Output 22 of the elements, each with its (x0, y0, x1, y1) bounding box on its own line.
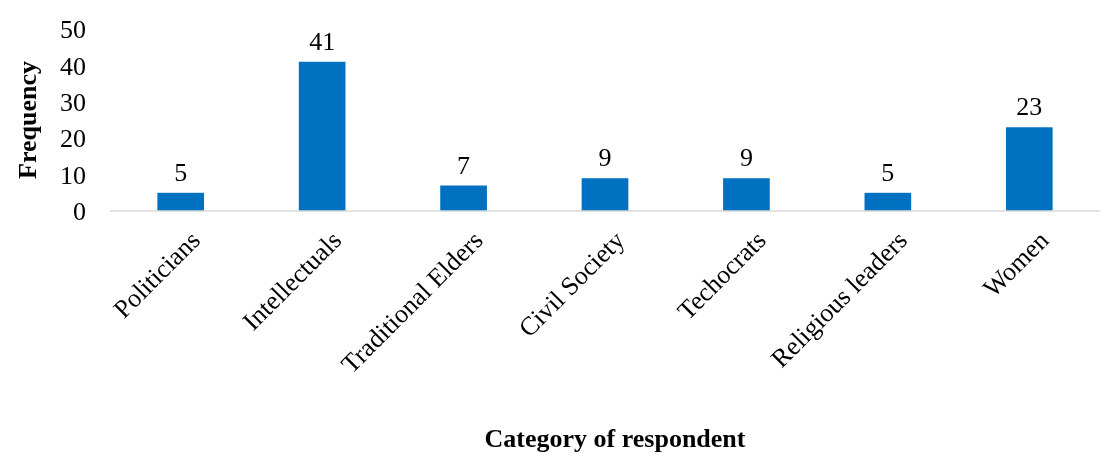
bar (723, 178, 770, 211)
bar (440, 185, 487, 211)
bar (1005, 127, 1053, 211)
bar (157, 192, 205, 211)
y-tick-label: 40 (60, 51, 86, 81)
y-tick-label: 0 (73, 197, 86, 227)
data-label: 41 (309, 26, 336, 56)
bar (864, 192, 912, 211)
data-label: 7 (457, 150, 471, 180)
data-label: 5 (881, 157, 895, 187)
y-tick-label: 20 (60, 124, 86, 154)
data-label: 23 (1016, 92, 1043, 122)
data-label: 9 (598, 143, 612, 173)
data-label: 9 (739, 143, 753, 173)
y-tick-label: 10 (60, 160, 86, 190)
bar (581, 178, 629, 211)
x-axis-title: Category of respondent (484, 424, 746, 453)
y-tick-label: 30 (60, 87, 86, 117)
data-label: 5 (174, 157, 188, 187)
bar (298, 61, 346, 211)
y-axis-title: Frequency (13, 61, 42, 179)
y-tick-label: 50 (60, 15, 86, 45)
